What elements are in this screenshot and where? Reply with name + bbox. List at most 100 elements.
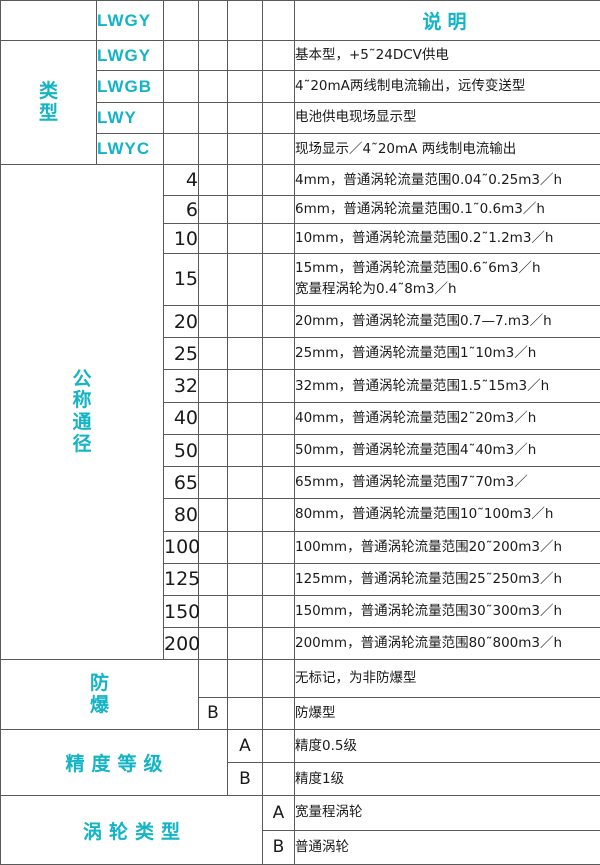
dn-desc-7: 40mm，普通涡轮流量范围2˜20m3／h bbox=[294, 401, 600, 435]
type-code-1: LWGB bbox=[96, 70, 164, 103]
dn-desc-9: 65mm，普通涡轮流量范围7˜70m3／ bbox=[294, 466, 600, 500]
turbine-desc-1: 普通涡轮 bbox=[294, 829, 600, 865]
dn-value-5: 25 bbox=[163, 337, 199, 371]
accuracy-desc-0: 精度0.5级 bbox=[294, 728, 600, 764]
section-label-ep-char-2: 爆 bbox=[89, 694, 109, 716]
type-code-3: LWYC bbox=[96, 132, 164, 166]
table-row: 100 100mm，普通涡轮流量范围20˜200m3／h bbox=[1, 530, 600, 564]
table-row: 80 80mm，普通涡轮流量范围10˜100m3／h bbox=[1, 498, 600, 532]
table-row: 25 25mm，普通涡轮流量范围1˜10m3／h bbox=[1, 337, 600, 371]
dn-desc-8: 50mm，普通涡轮流量范围4˜40m3／h bbox=[294, 433, 600, 468]
table-row: 50 50mm，普通涡轮流量范围4˜40m3／h bbox=[1, 433, 600, 468]
blank-c5 bbox=[227, 401, 263, 435]
dn-value-1: 6 bbox=[163, 195, 199, 225]
table-header-row: LWGY 说明 bbox=[0, 0, 600, 42]
blank-c4 bbox=[198, 40, 228, 72]
blank-c6 bbox=[262, 401, 295, 435]
dn-desc-1: 6mm，普通涡轮流量范围0.1˜0.6m3／h bbox=[294, 195, 600, 225]
blank-c5 bbox=[227, 252, 263, 307]
section-label-explosion-proof: 防 爆 bbox=[0, 659, 199, 730]
section-label-dn-char-2: 称 bbox=[72, 390, 92, 412]
blank-c5 bbox=[227, 466, 263, 500]
table-row: 15 15mm，普通涡轮流量范围0.6˜6m3／h 宽量程涡轮为0.4˜8m3／… bbox=[1, 252, 600, 307]
blank-c6 bbox=[262, 594, 295, 629]
dn-desc-4: 20mm，普通涡轮流量范围0.7—7.m3／h bbox=[294, 305, 600, 339]
type-desc-3: 现场显示／4˜20mA 两线制电流输出 bbox=[294, 132, 600, 166]
dn-desc-12: 125mm，普通涡轮流量范围25˜250m3／h bbox=[294, 562, 600, 596]
dn-desc-13: 150mm，普通涡轮流量范围30˜300m3／h bbox=[294, 594, 600, 629]
dn-value-11: 100 bbox=[163, 530, 200, 564]
dn-desc-5: 25mm，普通涡轮流量范围1˜10m3／h bbox=[294, 337, 600, 371]
blank-c4 bbox=[198, 594, 228, 629]
table-row: 10 10mm，普通涡轮流量范围0.2˜1.2m3／h bbox=[1, 223, 600, 254]
type-desc-1: 4˜20mA两线制电流输出，远传变送型 bbox=[294, 70, 600, 103]
blank-c5 bbox=[227, 369, 263, 403]
dn-value-14: 200 bbox=[163, 627, 200, 661]
blank-c5 bbox=[227, 132, 263, 166]
blank-c3 bbox=[163, 101, 199, 134]
dn-desc-14: 200mm，普通涡轮流量范围80˜800m3／h bbox=[294, 627, 600, 661]
blank-c4 bbox=[198, 498, 228, 532]
blank-c4 bbox=[198, 132, 228, 166]
blank-c4 bbox=[198, 223, 228, 254]
section-label-dn-char-1: 公 bbox=[72, 368, 92, 390]
table-row: 125 125mm，普通涡轮流量范围25˜250m3／h bbox=[1, 562, 600, 596]
blank-c4 bbox=[198, 164, 228, 197]
blank-c4 bbox=[198, 530, 228, 564]
table-row: 防 爆 无标记，为非防爆型 bbox=[0, 659, 600, 730]
table-row: 涡轮类型 A 宽量程涡轮 bbox=[0, 795, 600, 865]
section-label-nominal-diameter: 公 称 通 径 bbox=[0, 164, 164, 661]
blank-c6 bbox=[262, 70, 295, 103]
blank-c6 bbox=[262, 762, 295, 797]
blank-c5 bbox=[227, 433, 263, 468]
table-row: B 防爆型 bbox=[1, 696, 600, 730]
dn-desc-6: 32mm，普通涡轮流量范围1.5˜15m3／h bbox=[294, 369, 600, 403]
blank-c4 bbox=[198, 369, 228, 403]
blank-c4 bbox=[198, 252, 228, 307]
type-code-0: LWGY bbox=[96, 40, 164, 72]
dn-desc-2: 10mm，普通涡轮流量范围0.2˜1.2m3／h bbox=[294, 223, 600, 254]
table-row: 精度等级 A 精度0.5级 bbox=[0, 728, 600, 797]
blank-c5 bbox=[227, 40, 263, 72]
blank-c6 bbox=[262, 659, 295, 698]
section-label-type-char-2: 型 bbox=[38, 102, 58, 124]
header-description-label: 说明 bbox=[294, 0, 600, 42]
blank-c6 bbox=[262, 164, 295, 197]
explosion-proof-code-1: B bbox=[198, 696, 228, 730]
table-row: 类 型 LWGY 基本型，+5˜24DCV供电 bbox=[0, 40, 600, 166]
section-label-dn-char-3: 通 bbox=[72, 412, 92, 434]
dn-value-10: 80 bbox=[163, 498, 199, 532]
explosion-proof-desc-1: 防爆型 bbox=[294, 696, 600, 730]
blank-c6 bbox=[262, 498, 295, 532]
turbine-desc-0: 宽量程涡轮 bbox=[294, 795, 600, 831]
blank-c5 bbox=[227, 594, 263, 629]
blank-c4 bbox=[198, 466, 228, 500]
turbine-code-0: A bbox=[262, 795, 295, 831]
accuracy-code-1: B bbox=[227, 762, 263, 797]
dn-value-9: 65 bbox=[163, 466, 199, 500]
blank-c6 bbox=[262, 40, 295, 72]
blank-c6 bbox=[262, 696, 295, 730]
table-row: B 普通涡轮 bbox=[1, 829, 600, 865]
header-blank-c3 bbox=[163, 0, 199, 42]
blank-c5 bbox=[227, 659, 263, 698]
blank-c6 bbox=[262, 223, 295, 254]
blank-c4 bbox=[198, 627, 228, 661]
section-label-type-char-1: 类 bbox=[38, 80, 58, 102]
blank-c6 bbox=[262, 101, 295, 134]
section-label-type: 类 型 bbox=[0, 40, 97, 166]
dn-value-7: 40 bbox=[163, 401, 199, 435]
blank-c5 bbox=[227, 70, 263, 103]
table-row: 150 150mm，普通涡轮流量范围30˜300m3／h bbox=[1, 594, 600, 629]
table-row: 200 200mm，普通涡轮流量范围80˜800m3／h bbox=[1, 627, 600, 661]
blank-c5 bbox=[227, 223, 263, 254]
blank-c4 bbox=[198, 562, 228, 596]
blank-c3 bbox=[163, 70, 199, 103]
blank-c6 bbox=[262, 337, 295, 371]
blank-c5 bbox=[227, 195, 263, 225]
section-label-dn-char-4: 径 bbox=[72, 434, 92, 456]
blank-c6 bbox=[262, 195, 295, 225]
section-label-accuracy-grade: 精度等级 bbox=[0, 728, 228, 797]
type-code-2: LWY bbox=[96, 101, 164, 134]
blank-c5 bbox=[227, 101, 263, 134]
